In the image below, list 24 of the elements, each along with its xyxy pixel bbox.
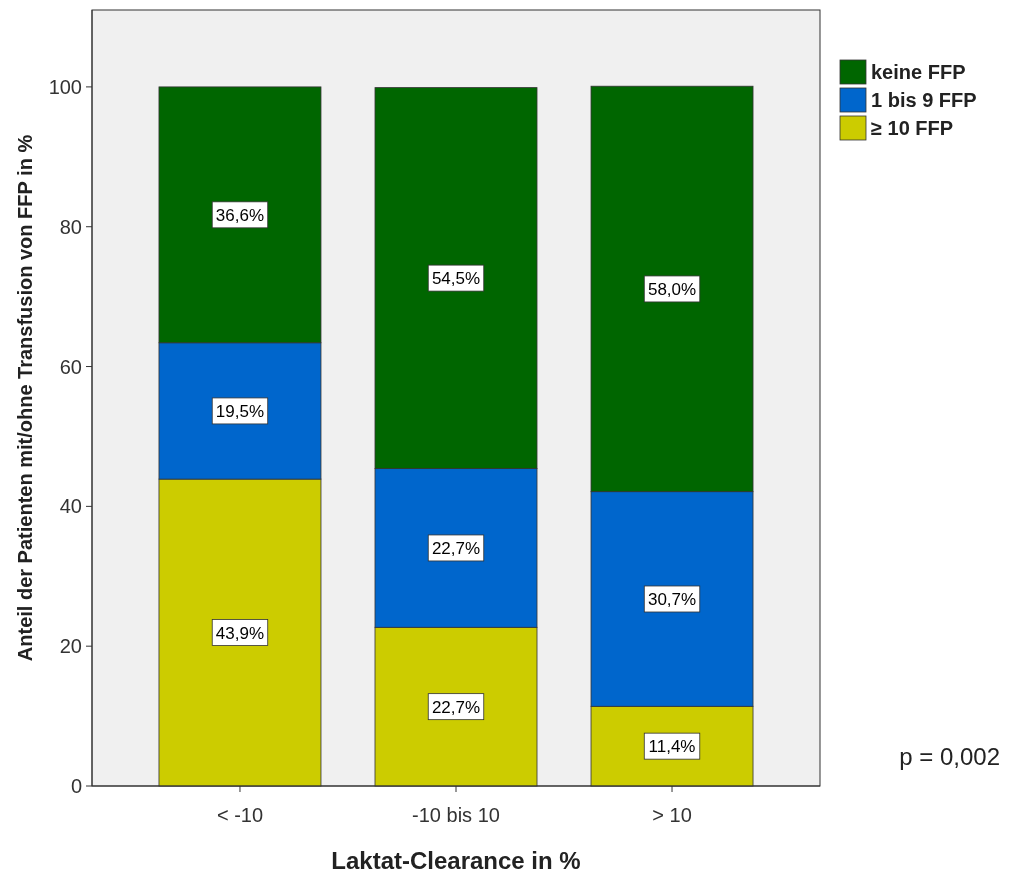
x-tick-label: > 10 (652, 804, 692, 826)
x-tick-label: < -10 (216, 804, 264, 826)
data-label: 36,6% (215, 205, 265, 225)
y-tick-label: 20 (59, 635, 82, 658)
data-label: 22,7% (431, 697, 481, 717)
y-tick-label: 100 (48, 75, 82, 98)
legend-label: ≥ 10 FFP (871, 117, 954, 139)
x-axis-title: Laktat-Clearance in % (331, 847, 581, 874)
y-tick-label: 80 (59, 215, 82, 238)
data-label: 19,5% (215, 401, 265, 421)
x-tick-label: -10 bis 10 (412, 804, 500, 826)
data-label: 54,5% (431, 269, 481, 289)
y-axis-title: Anteil der Patienten mit/ohne Transfusion von FFP in % (14, 134, 36, 662)
data-label: 58,0% (647, 279, 697, 299)
data-label: 43,9% (215, 623, 265, 643)
data-label: 30,7% (647, 589, 697, 609)
data-label: 22,7% (431, 538, 481, 558)
legend-label: keine FFP (871, 61, 966, 83)
legend-label: 1 bis 9 FFP (871, 89, 977, 111)
y-tick-label: 60 (59, 355, 82, 378)
text: p = 0,002 (899, 743, 1000, 770)
y-tick-label: 40 (59, 495, 82, 518)
y-tick-label: 0 (70, 775, 82, 797)
data-label: 11,4% (648, 737, 696, 757)
